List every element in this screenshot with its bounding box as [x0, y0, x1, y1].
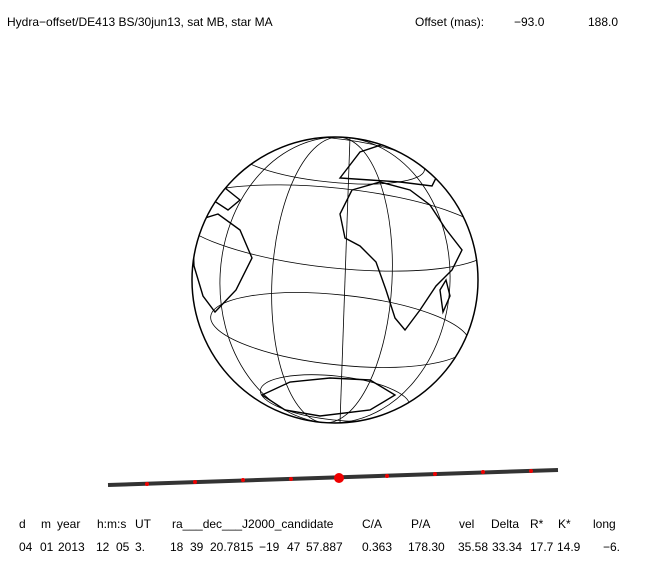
- column-value: 18: [170, 540, 184, 554]
- column-value: 12: [96, 540, 110, 554]
- globe-outline: [191, 136, 479, 424]
- track-dot: [529, 469, 533, 473]
- column-label: P/A: [411, 517, 430, 531]
- track-dot: [193, 480, 197, 484]
- track-dot: [385, 474, 389, 478]
- column-value: 35.58: [458, 540, 488, 554]
- column-value: 0.363: [362, 540, 392, 554]
- column-label: UT: [135, 517, 152, 531]
- column-value: 20.7815: [210, 540, 254, 554]
- column-label: R*: [530, 517, 544, 531]
- offset-label: Offset (mas):: [415, 15, 484, 29]
- column-value: −19: [259, 540, 280, 554]
- column-label: K*: [558, 517, 571, 531]
- column-label: d: [19, 517, 26, 531]
- track-dot: [289, 477, 293, 481]
- column-value: 33.34: [492, 540, 522, 554]
- track-dot: [433, 472, 437, 476]
- column-label: h:m:s: [97, 517, 126, 531]
- center-dot: [334, 473, 344, 483]
- track-line: [107, 468, 559, 487]
- track-dot: [241, 478, 245, 482]
- column-values: 04 01 2013 12 05 3. 18 39 20.7815 −19 47 57.887 0.36…: [19, 540, 620, 554]
- globe: [192, 137, 478, 423]
- column-label: m: [41, 517, 51, 531]
- column-value: 3.: [135, 540, 145, 554]
- track-dot: [481, 470, 485, 474]
- column-label: ra___dec___J2000_candidate: [172, 517, 334, 531]
- column-value: 04: [19, 540, 33, 554]
- column-label: vel: [459, 517, 474, 531]
- column-label: year: [57, 517, 80, 531]
- column-value: 01: [40, 540, 54, 554]
- column-label: C/A: [362, 517, 382, 531]
- column-label: Delta: [491, 517, 519, 531]
- column-labels: d m year h:m:s UT ra___dec___J2000_candidate C…: [19, 517, 616, 531]
- column-value: 14.9: [557, 540, 581, 554]
- column-value: 47: [287, 540, 301, 554]
- offset-value: 188.0: [588, 15, 618, 29]
- column-value: −6.: [603, 540, 620, 554]
- column-value: 05: [116, 540, 130, 554]
- column-value: 178.30: [408, 540, 445, 554]
- title: Hydra−offset/DE413 BS/30jun13, sat MB, s…: [7, 15, 273, 29]
- ground-track: [107, 468, 559, 487]
- column-value: 2013: [58, 540, 85, 554]
- track-dot: [145, 482, 149, 486]
- column-value: 17.7: [530, 540, 554, 554]
- column-value: 39: [190, 540, 204, 554]
- column-value: 57.887: [306, 540, 343, 554]
- offset-value: −93.0: [514, 15, 545, 29]
- column-label: long: [593, 517, 616, 531]
